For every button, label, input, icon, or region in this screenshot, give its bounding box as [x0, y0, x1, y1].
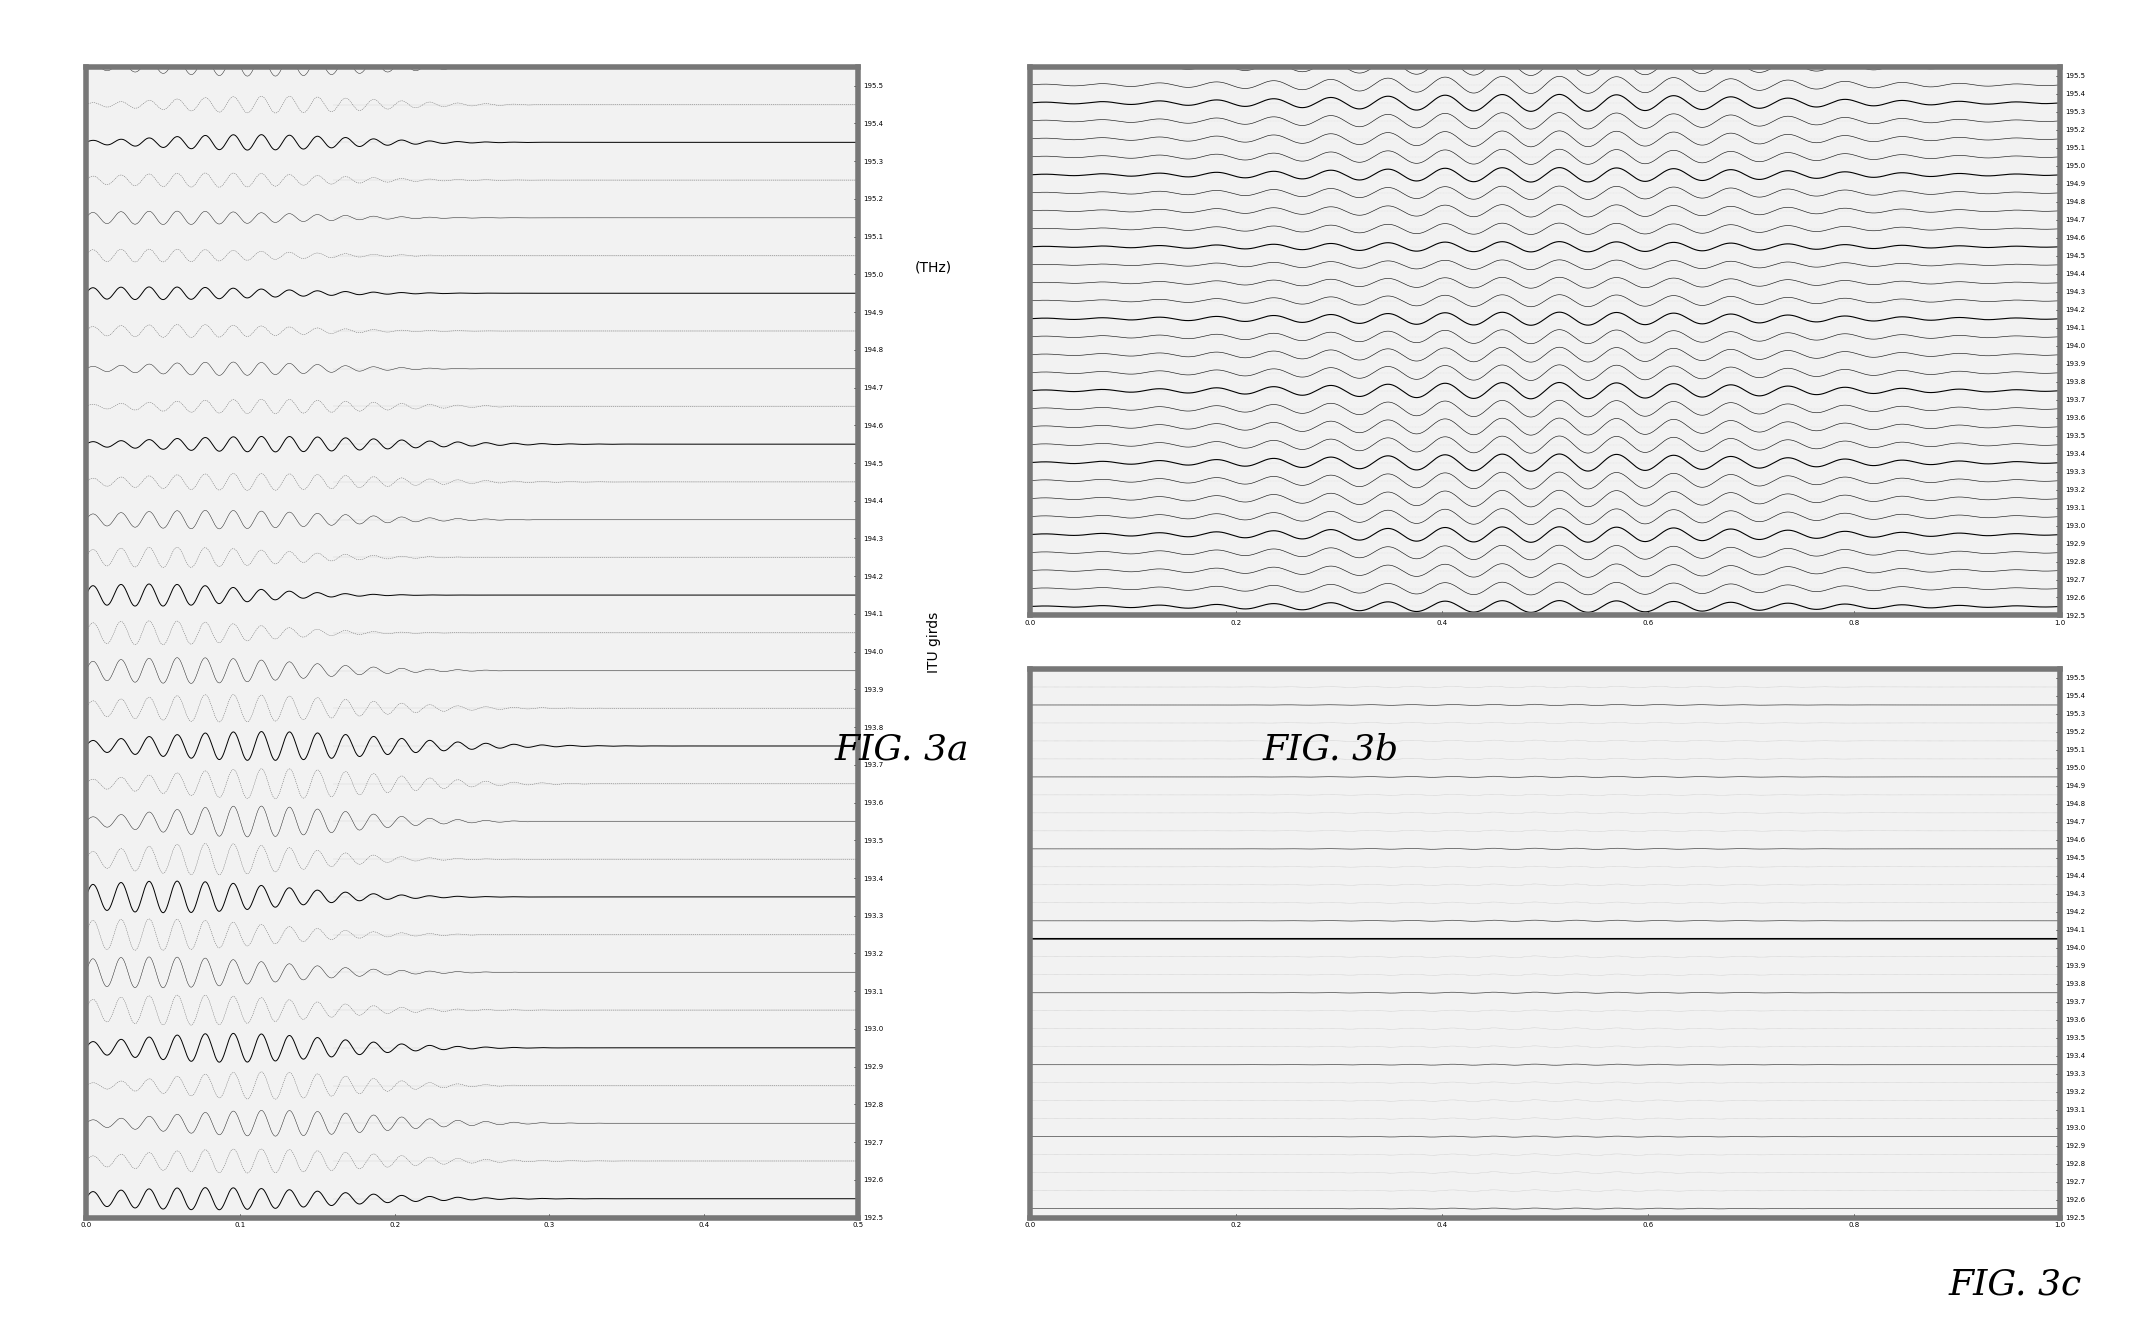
Text: (THz): (THz)	[914, 261, 953, 274]
Text: ITU girds: ITU girds	[927, 611, 940, 673]
Text: FIG. 3c: FIG. 3c	[1949, 1267, 2082, 1302]
Text: FIG. 3a: FIG. 3a	[835, 732, 968, 767]
Text: FIG. 3b: FIG. 3b	[1262, 732, 1399, 767]
